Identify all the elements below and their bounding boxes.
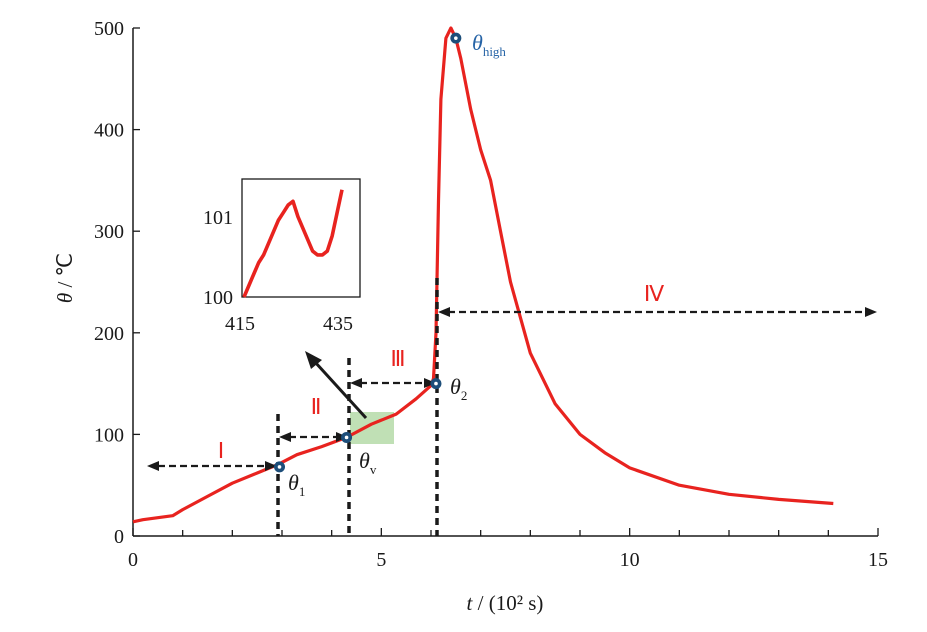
point-marker-center-4	[454, 36, 458, 40]
x-tick-label-15: 15	[868, 549, 888, 571]
point-label-theta2: θ2	[450, 374, 467, 403]
stage-label-3: Ⅲ	[390, 346, 405, 371]
point-marker-center-2	[344, 435, 349, 440]
stage-4-arrowhead-left	[438, 307, 450, 317]
point-marker-center-3	[434, 381, 438, 386]
stage-label-2: Ⅱ	[311, 394, 322, 419]
x-axis-unit: / (10² s)	[472, 591, 543, 615]
inset-y-tick-100: 100	[203, 287, 233, 309]
y-tick-label-500: 500	[94, 18, 124, 40]
stage-label-4: Ⅳ	[644, 281, 665, 306]
point-label-thetahigh: θhigh	[472, 30, 506, 59]
inset-series-line	[242, 189, 344, 298]
inset-x-tick-435: 435	[323, 313, 353, 335]
series-line	[132, 26, 834, 524]
y-axis-label: θ / ℃	[53, 253, 77, 303]
x-tick-label-5: 5	[376, 549, 386, 571]
inset-pointer-arrow	[313, 360, 368, 420]
y-tick-label-100: 100	[94, 424, 124, 446]
x-tick-label-0: 0	[128, 549, 138, 571]
inset-chart: 101 100 415 435	[203, 178, 361, 335]
x-axis-symbol: t	[467, 591, 474, 615]
stage-label-1: Ⅰ	[218, 438, 225, 463]
y-tick-label-0: 0	[114, 526, 124, 548]
stage-4-arrowhead-right	[865, 307, 877, 317]
point-label-theta1: θ1	[288, 470, 305, 499]
inset-pointer-arrowhead	[305, 351, 322, 369]
y-axis-symbol: θ	[53, 293, 77, 303]
y-axis-unit: / ℃	[53, 253, 77, 293]
x-axis-label: t / (10² s)	[467, 591, 544, 615]
stage-2-arrowhead-left	[279, 432, 291, 442]
y-tick-label-300: 300	[94, 221, 124, 243]
point-marker-center-1	[277, 465, 282, 469]
stage-1-arrowhead-left	[147, 461, 159, 471]
x-tick-label-10: 10	[620, 549, 640, 571]
inset-x-tick-415: 415	[225, 313, 255, 335]
y-tick-label-200: 200	[94, 323, 124, 345]
stage-3-arrowhead-right	[424, 378, 436, 388]
inset-y-tick-101: 101	[203, 207, 233, 229]
point-label-thetav: θv	[359, 448, 377, 477]
stage-3-arrowhead-left	[350, 378, 362, 388]
y-tick-label-400: 400	[94, 120, 124, 142]
stage-1-arrowhead-right	[265, 461, 277, 471]
